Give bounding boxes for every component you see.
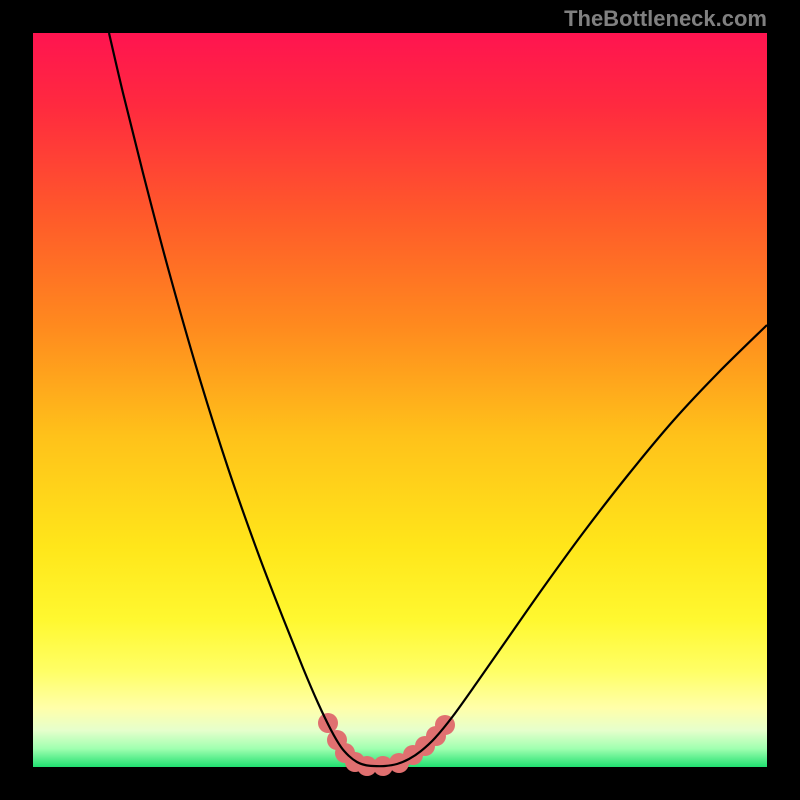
- curve-svg: [33, 33, 767, 767]
- plot-area: [33, 33, 767, 767]
- watermark-text: TheBottleneck.com: [564, 6, 767, 32]
- bottleneck-curve: [109, 33, 767, 766]
